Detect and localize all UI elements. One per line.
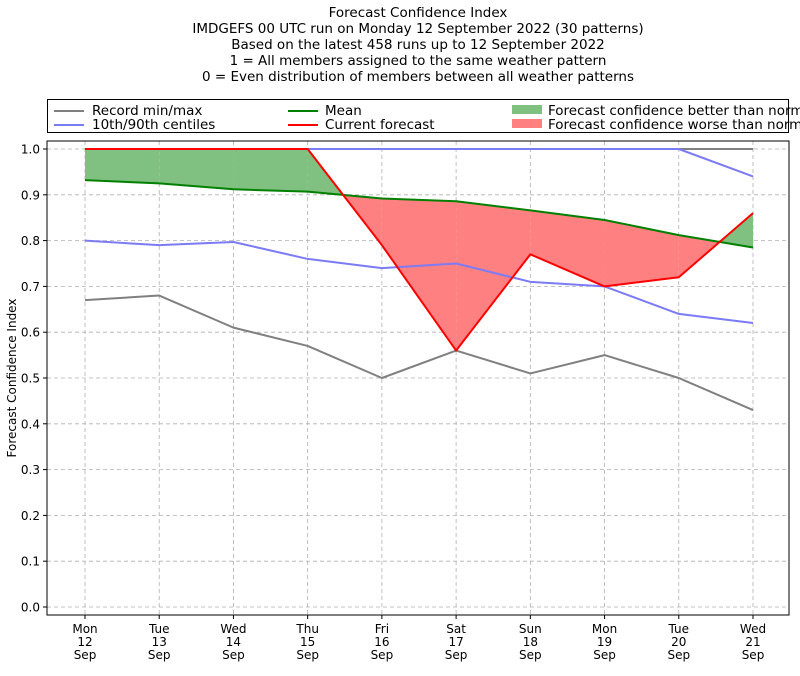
legend-current-swatch bbox=[288, 124, 318, 126]
worse-fill bbox=[605, 220, 679, 286]
y-tick-label: 0.1 bbox=[21, 555, 40, 569]
x-tick-label: Sep bbox=[742, 648, 765, 662]
y-tick-label: 0.2 bbox=[21, 509, 40, 523]
x-tick-label: Mon bbox=[72, 622, 97, 636]
x-tick-label: Sun bbox=[519, 622, 542, 636]
x-tick-label: Wed bbox=[740, 622, 766, 636]
x-tick-label: 20 bbox=[671, 635, 686, 649]
y-tick-label: 0.9 bbox=[21, 188, 40, 202]
y-tick-label: 0.8 bbox=[21, 234, 40, 248]
x-tick-label: Sep bbox=[74, 648, 97, 662]
legend-better-swatch bbox=[512, 105, 542, 114]
y-tick-label: 0.5 bbox=[21, 372, 40, 386]
x-tick-label: Sep bbox=[519, 648, 542, 662]
legend: Record min/max 10th/90th centiles Mean C… bbox=[47, 99, 789, 133]
x-tick-label: Sep bbox=[148, 648, 171, 662]
x-tick-label: Sep bbox=[296, 648, 319, 662]
x-tick-label: 19 bbox=[597, 635, 612, 649]
chart-title: Forecast Confidence Index IMDGEFS 00 UTC… bbox=[0, 5, 800, 85]
x-tick-label: Sep bbox=[667, 648, 690, 662]
title-line-3: Based on the latest 458 runs up to 12 Se… bbox=[0, 37, 800, 53]
x-tick-label: Sep bbox=[371, 648, 394, 662]
y-tick-label: 0.7 bbox=[21, 280, 40, 294]
y-tick-label: 1.0 bbox=[21, 143, 40, 157]
legend-centiles-label: 10th/90th centiles bbox=[92, 117, 215, 133]
worse-fill bbox=[382, 198, 456, 350]
x-tick-label: Tue bbox=[148, 622, 170, 636]
legend-worse-swatch bbox=[512, 119, 542, 128]
title-line-5: 0 = Even distribution of members between… bbox=[0, 69, 800, 85]
x-tick-label: Tue bbox=[668, 622, 690, 636]
legend-record-swatch bbox=[54, 110, 84, 112]
x-tick-label: Thu bbox=[295, 622, 319, 636]
legend-centiles-swatch bbox=[54, 124, 84, 126]
x-tick-label: 16 bbox=[374, 635, 389, 649]
worse-fill bbox=[456, 201, 530, 350]
better-fill bbox=[85, 149, 159, 183]
x-tick-label: Sep bbox=[222, 648, 245, 662]
y-axis-label: Forecast Confidence Index bbox=[5, 299, 19, 458]
x-tick-label: Fri bbox=[375, 622, 389, 636]
title-line-4: 1 = All members assigned to the same wea… bbox=[0, 53, 800, 69]
x-tick-label: Sat bbox=[446, 622, 466, 636]
y-tick-label: 0.6 bbox=[21, 326, 40, 340]
better-fill bbox=[233, 149, 307, 192]
x-tick-label: 15 bbox=[300, 635, 315, 649]
title-line-2: IMDGEFS 00 UTC run on Monday 12 Septembe… bbox=[0, 21, 800, 37]
x-tick-label: Wed bbox=[220, 622, 246, 636]
x-tick-label: 21 bbox=[745, 635, 760, 649]
x-tick-label: 12 bbox=[77, 635, 92, 649]
x-tick-label: 18 bbox=[523, 635, 538, 649]
record-min-line bbox=[85, 296, 753, 411]
y-tick-label: 0.4 bbox=[21, 417, 40, 431]
y-tick-label: 0.3 bbox=[21, 463, 40, 477]
x-tick-label: 17 bbox=[448, 635, 463, 649]
x-tick-label: 14 bbox=[226, 635, 241, 649]
title-line-1: Forecast Confidence Index bbox=[0, 5, 800, 21]
legend-mean-swatch bbox=[288, 110, 318, 112]
fill-layer bbox=[85, 149, 753, 351]
x-tick-label: Sep bbox=[593, 648, 616, 662]
y-tick-label: 0.0 bbox=[21, 601, 40, 615]
legend-worse-label: Forecast confidence worse than normal bbox=[548, 117, 800, 133]
worse-fill bbox=[530, 210, 604, 286]
legend-current-label: Current forecast bbox=[325, 117, 435, 133]
x-tick-label: 13 bbox=[152, 635, 167, 649]
x-tick-label: Mon bbox=[592, 622, 617, 636]
x-tick-label: Sep bbox=[445, 648, 468, 662]
